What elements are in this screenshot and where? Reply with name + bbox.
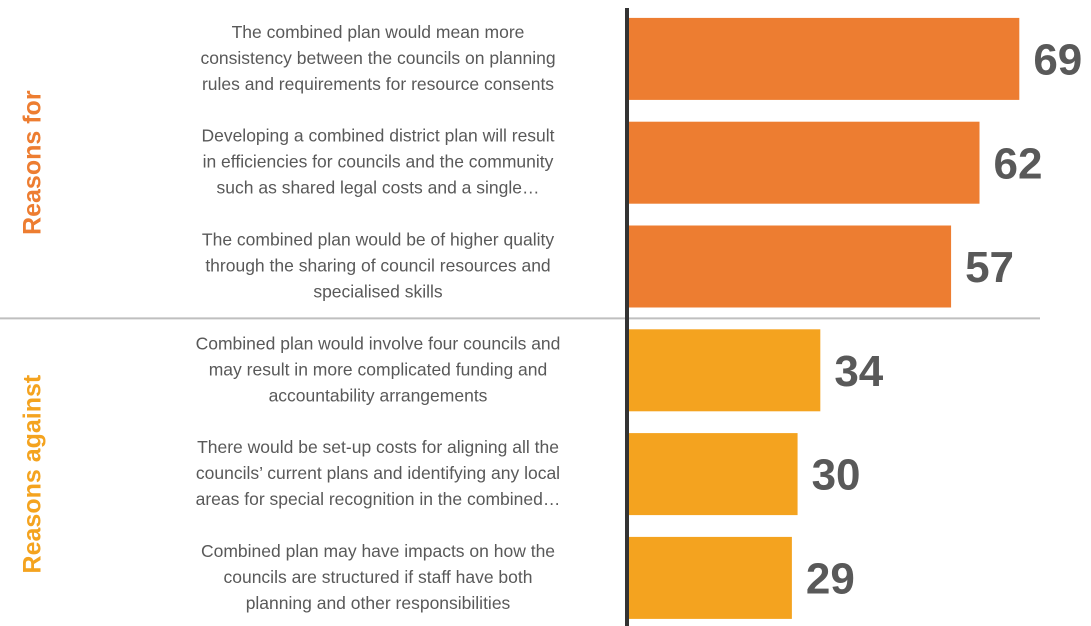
value-label: 34: [834, 347, 883, 396]
value-label: 29: [806, 555, 855, 604]
bar: [627, 225, 952, 308]
bar: [627, 536, 792, 619]
value-label: 57: [965, 243, 1014, 292]
category-label: The combined plan would mean more consist…: [200, 22, 555, 94]
group-label: Reasons for: [19, 90, 47, 235]
category-label: There would be set-up costs for aligning…: [196, 437, 561, 509]
value-label: 69: [1033, 36, 1082, 85]
category-label: Developing a combined district plan will…: [201, 125, 554, 197]
bar: [627, 17, 1020, 100]
value-label: 30: [812, 451, 861, 500]
bar: [627, 433, 798, 516]
group-label: Reasons against: [19, 374, 47, 573]
category-label: The combined plan would be of higher qua…: [202, 229, 554, 301]
category-label: Combined plan may have impacts on how th…: [201, 541, 555, 613]
value-label: 62: [994, 139, 1043, 188]
bar: [627, 329, 821, 412]
category-label: Combined plan would involve four council…: [196, 333, 561, 405]
bar: [627, 121, 980, 204]
